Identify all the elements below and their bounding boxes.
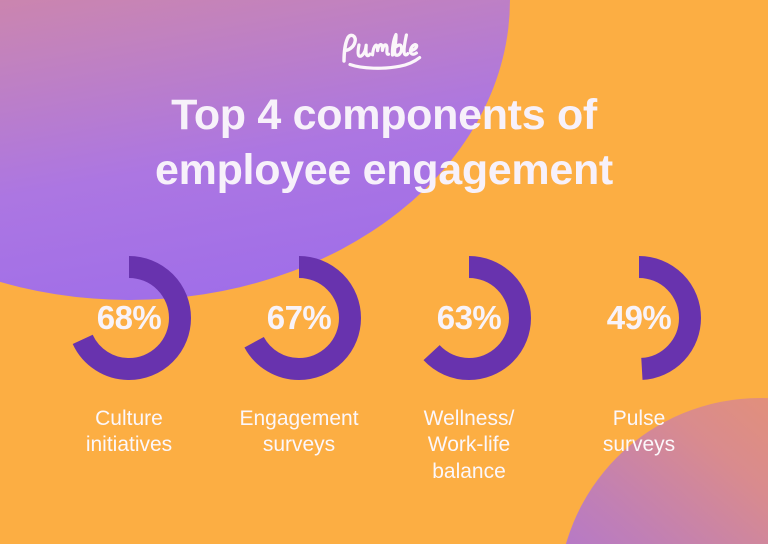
donut-item-engagement-surveys: 67% Engagement surveys (214, 248, 384, 459)
donut-arc-icon (577, 256, 701, 380)
donut-chart-row: 68% Culture initiatives 67% Engagement s… (0, 248, 768, 518)
donut-item-pulse-surveys: 49% Pulse surveys (554, 248, 724, 459)
donut-item-wellness-work-life-balance: 63% Wellness/ Work-life balance (384, 248, 554, 485)
donut-arc-value (407, 256, 531, 380)
donut-category-label: Pulse surveys (602, 407, 676, 457)
page-title: Top 4 components of employee engagement (155, 91, 613, 195)
pumble-script-wordmark-icon (342, 32, 422, 70)
donut-chart-pulse-surveys: 49% (569, 248, 709, 388)
donut-arc-icon (67, 256, 191, 380)
donut-chart-wellness-work-life-balance: 63% (399, 248, 539, 388)
donut-category-label: Engagement surveys (239, 407, 359, 457)
donut-value-label: 49% (606, 299, 672, 336)
donut-arc-value (577, 256, 701, 380)
donut-category-label: Culture initiatives (85, 407, 173, 457)
pumble-logo (0, 27, 768, 71)
donut-item-culture-initiatives: 68% Culture initiatives (44, 248, 214, 459)
donut-chart-culture-initiatives: 68% (59, 248, 199, 388)
donut-arc-value (67, 256, 191, 380)
donut-value-label: 63% (436, 299, 502, 336)
donut-value-label: 68% (96, 299, 162, 336)
donut-arc-value (237, 256, 361, 380)
donut-chart-engagement-surveys: 67% (229, 248, 369, 388)
donut-arc-icon (407, 256, 531, 380)
donut-value-label: 67% (266, 299, 332, 336)
donut-arc-icon (237, 256, 361, 380)
donut-category-label: Wellness/ Work-life balance (423, 407, 515, 483)
